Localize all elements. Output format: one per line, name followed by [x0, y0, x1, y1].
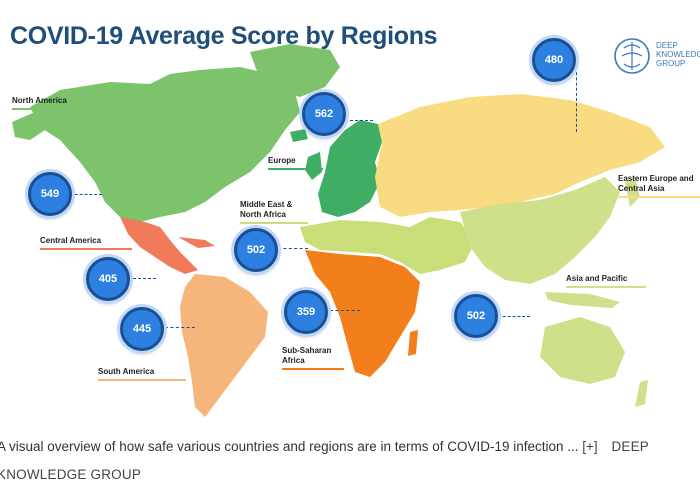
region-australia: [540, 317, 625, 384]
connector-middle-east-north-africa: [278, 248, 308, 249]
score-marker-north-america[interactable]: 549: [28, 172, 72, 216]
brand-logo: DEEP KNOWLEDGE GROUP: [612, 36, 700, 76]
region-indonesia: [545, 292, 620, 308]
region-iceland: [290, 129, 308, 142]
region-central-america: [120, 217, 198, 274]
label-sub-saharan-africa: Sub-Saharan Africa: [282, 346, 344, 370]
connector-europe: [345, 120, 373, 121]
score-marker-eastern-europe-central-asia[interactable]: 480: [532, 38, 576, 82]
score-marker-central-america[interactable]: 405: [86, 257, 130, 301]
map-title: COVID-19 Average Score by Regions: [10, 22, 438, 50]
region-caribbean: [178, 237, 215, 248]
world-map: [12, 44, 665, 417]
connector-eastern-europe-central-asia: [576, 62, 578, 132]
label-central-america-text: Central America: [40, 236, 102, 245]
label-rule: [282, 368, 344, 370]
label-eeca-line-1: Eastern Europe and: [618, 174, 694, 183]
label-rule: [618, 196, 700, 198]
score-marker-asia-pacific[interactable]: 502: [454, 294, 498, 338]
label-ssa-line-1: Sub-Saharan: [282, 346, 332, 355]
label-eeca-line-2: Central Asia: [618, 184, 665, 193]
label-south-america-text: South America: [98, 367, 155, 376]
label-rule: [566, 286, 646, 288]
region-middle-east-north-africa: [300, 217, 475, 274]
label-north-america-text: North America: [12, 96, 67, 105]
logo-line-3: GROUP: [656, 59, 686, 68]
region-greenland: [250, 44, 340, 97]
region-south-america: [180, 274, 268, 417]
region-europe: [318, 120, 382, 217]
region-japan: [625, 177, 640, 207]
score-marker-europe[interactable]: 562: [302, 92, 346, 136]
label-ssa-line-2: Africa: [282, 356, 305, 365]
score-marker-middle-east-north-africa[interactable]: 502: [234, 228, 278, 272]
region-uk: [305, 152, 322, 180]
score-marker-south-america[interactable]: 445: [120, 307, 164, 351]
region-asia-pacific: [460, 177, 620, 284]
label-middle-east-north-africa: Middle East & North Africa: [240, 200, 308, 224]
label-rule: [240, 222, 308, 224]
region-eastern-europe-central-asia: [375, 94, 665, 217]
expand-caption-link[interactable]: [+]: [582, 439, 598, 454]
label-central-america: Central America: [40, 236, 132, 250]
label-europe-text: Europe: [268, 156, 296, 165]
label-south-america: South America: [98, 367, 186, 381]
connector-central-america: [128, 278, 156, 279]
score-marker-sub-saharan-africa[interactable]: 359: [284, 290, 328, 334]
label-north-america: North America: [12, 96, 92, 110]
logo-wordmark: DEEP KNOWLEDGE GROUP: [656, 41, 700, 68]
region-sub-saharan-africa: [305, 250, 420, 377]
caption-text: A visual overview of how safe various co…: [0, 439, 579, 454]
connector-asia-pacific: [498, 316, 530, 317]
region-north-america: [30, 67, 300, 222]
label-rule: [40, 248, 132, 250]
logo-line-1: DEEP: [656, 41, 678, 50]
label-europe: Europe: [268, 156, 323, 170]
image-caption: A visual overview of how safe various co…: [0, 433, 700, 489]
label-asia-pacific-text: Asia and Pacific: [566, 274, 628, 283]
label-asia-pacific: Asia and Pacific: [566, 274, 646, 288]
brain-icon: [614, 38, 650, 74]
map-figure[interactable]: COVID-19 Average Score by Regions DEEP K…: [0, 12, 700, 422]
label-mena-line-1: Middle East &: [240, 200, 293, 209]
connector-north-america: [70, 194, 102, 195]
caption-source[interactable]: DEEP KNOWLEDGE GROUP: [0, 439, 649, 482]
label-eastern-europe-central-asia: Eastern Europe and Central Asia: [618, 174, 700, 198]
label-rule: [268, 168, 323, 170]
region-alaska: [12, 112, 45, 140]
label-rule: [98, 379, 186, 381]
logo-line-2: KNOWLEDGE: [656, 50, 700, 59]
region-new-zealand: [635, 380, 648, 407]
label-rule: [12, 108, 92, 110]
label-mena-line-2: North Africa: [240, 210, 286, 219]
region-madagascar: [408, 330, 418, 356]
connector-sub-saharan-africa: [330, 310, 360, 311]
connector-south-america: [165, 327, 195, 328]
